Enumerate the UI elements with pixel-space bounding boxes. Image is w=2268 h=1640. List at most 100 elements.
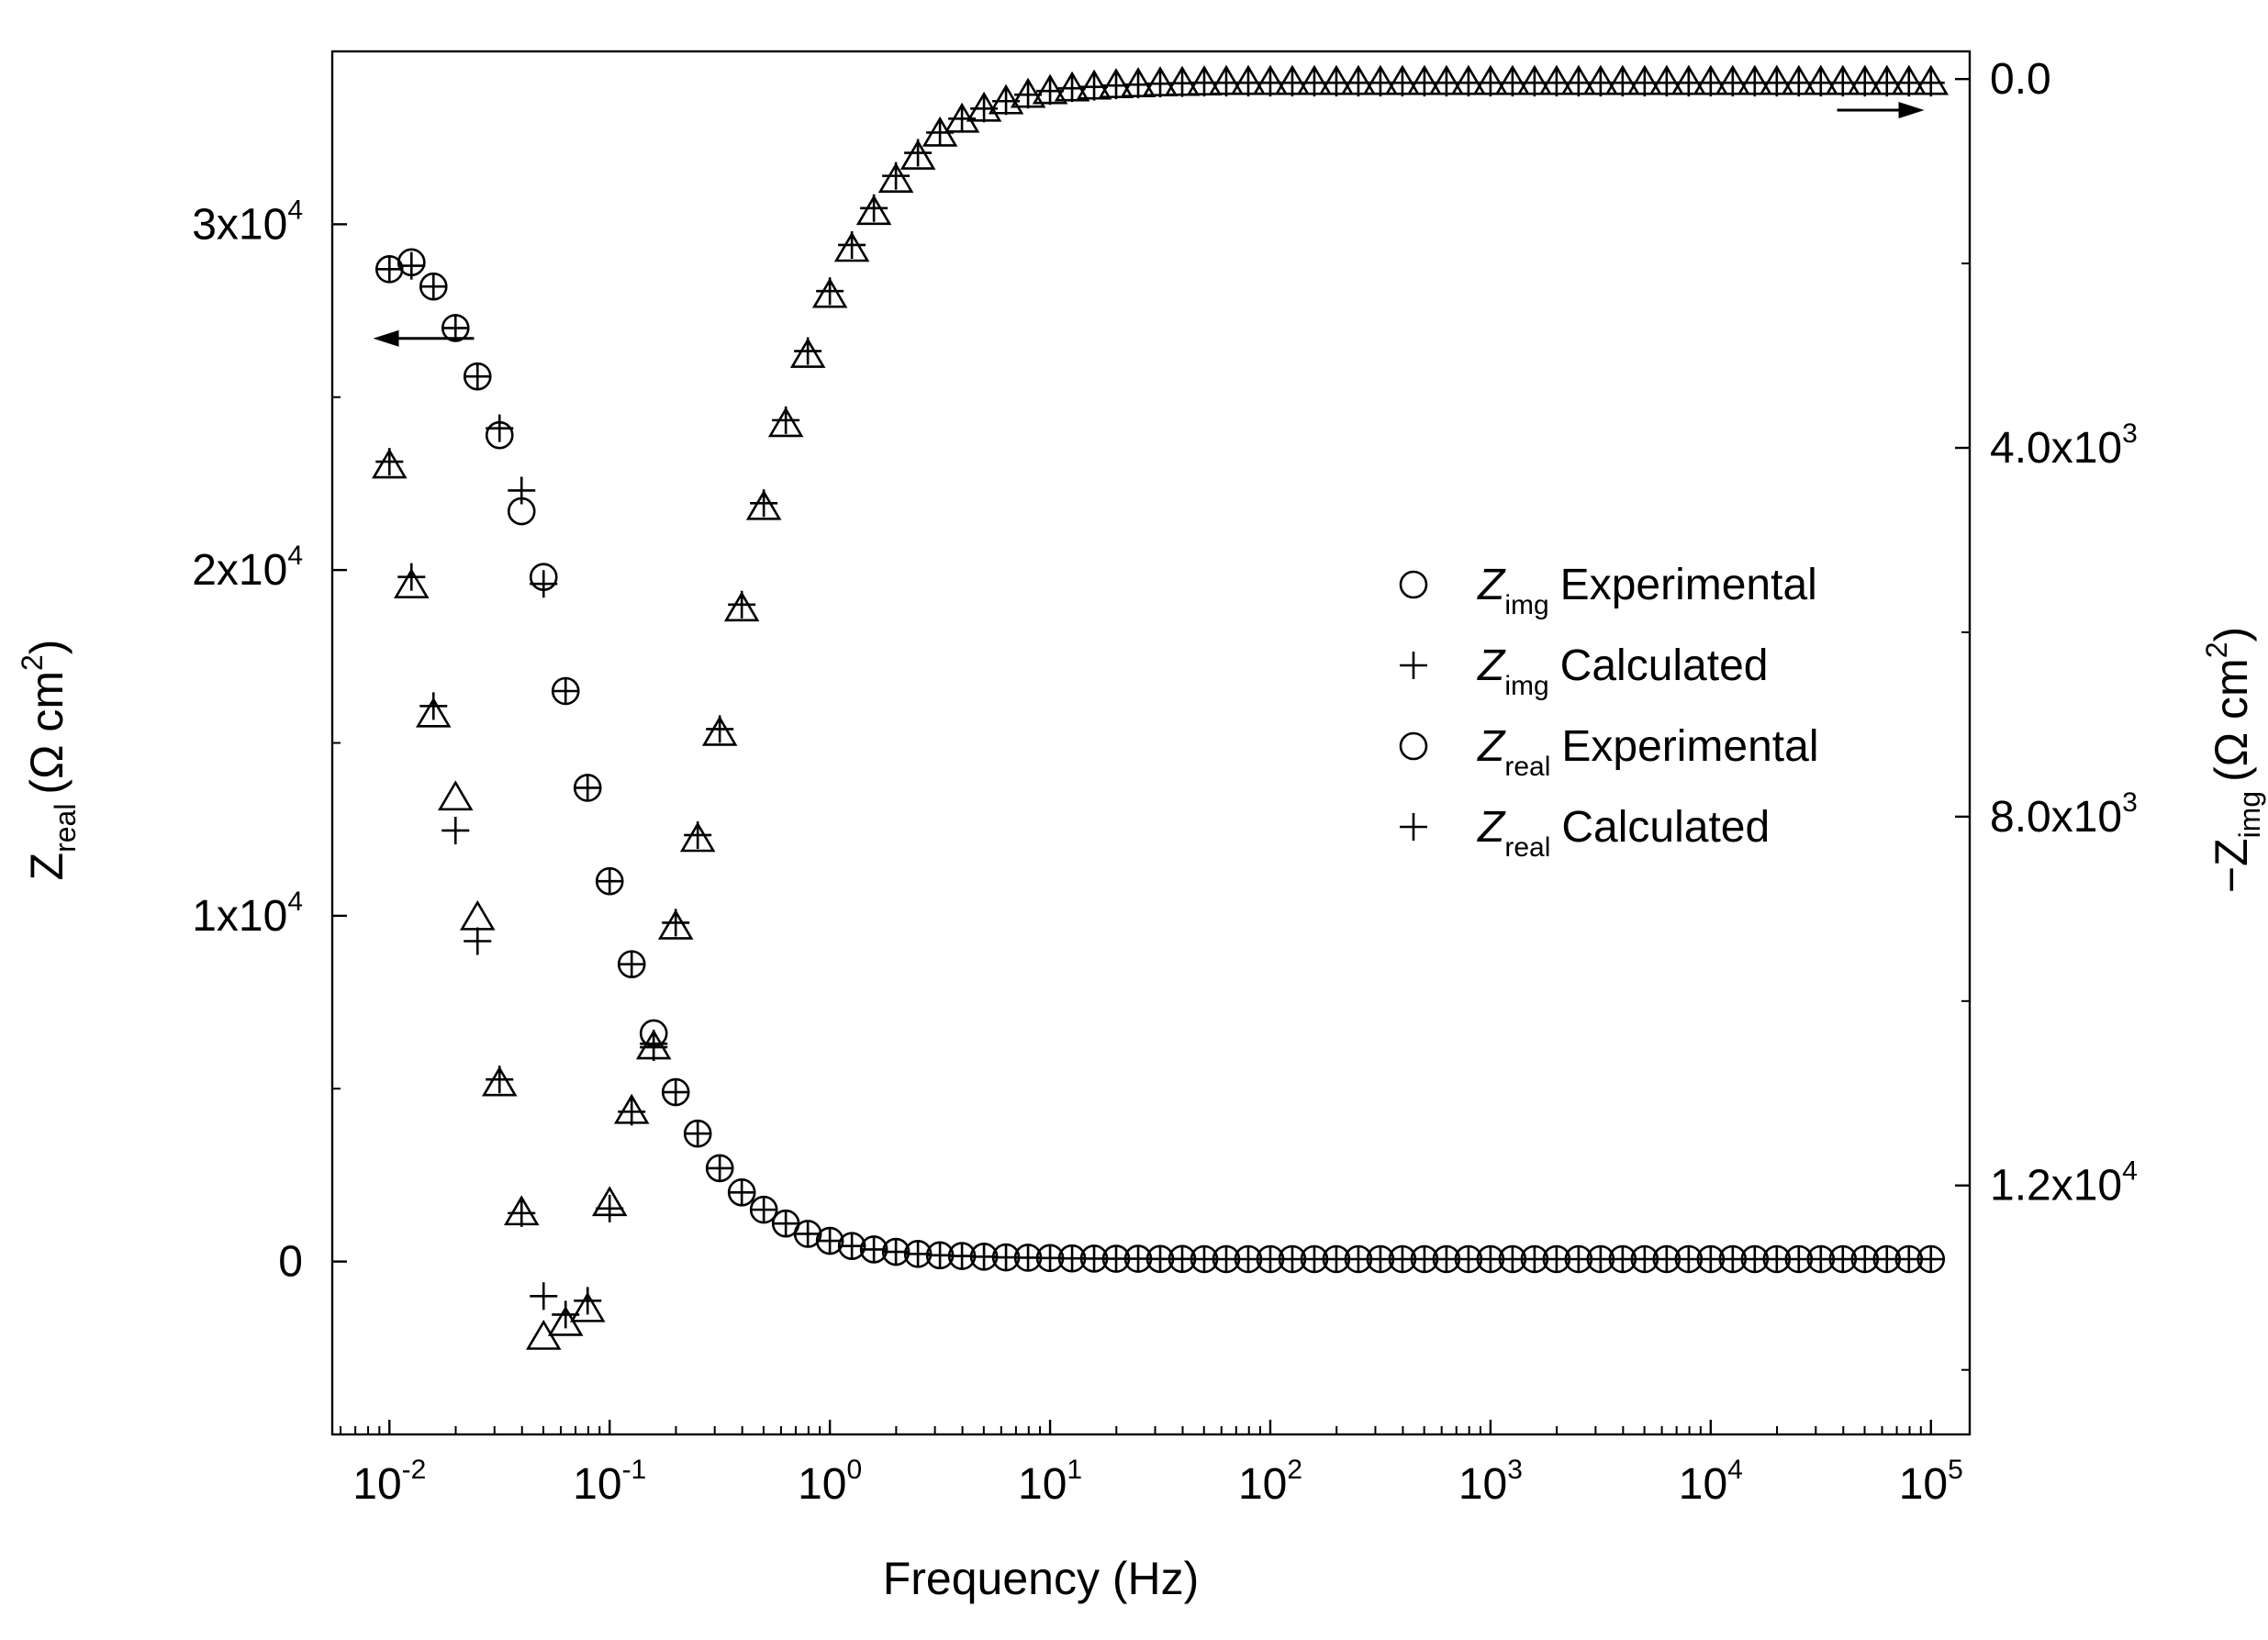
x-tick-label-4: 102 (1238, 1455, 1302, 1509)
y-left-tick-base-2: 2x10 (192, 546, 287, 595)
point-3-19 (794, 337, 822, 365)
legend-entry-2: Zreal Experimental (1399, 722, 1818, 782)
point-1-6 (508, 476, 536, 505)
point-2-0 (372, 448, 408, 479)
arrow-head-1 (1898, 102, 1925, 119)
legend-text-3: Calculated (1561, 803, 1770, 852)
x-tick-exp-3: 1 (1067, 1455, 1082, 1485)
point-3-1 (397, 563, 426, 591)
y-left-tick-label-2: 2x104 (192, 541, 303, 595)
point-3-9 (574, 1287, 602, 1315)
legend-label-2: Zreal Experimental (1477, 722, 1818, 782)
point-3-14 (684, 820, 712, 849)
point-3-16 (728, 590, 756, 619)
legend-sub-2: real (1504, 752, 1550, 782)
point-3-32 (1080, 73, 1109, 101)
legend-text-2: Experimental (1561, 722, 1818, 771)
y-right-tick-label-1: 4.0x103 (1990, 418, 2138, 473)
x-tick-exp-6: 4 (1727, 1455, 1743, 1485)
point-2-9 (569, 1291, 606, 1322)
point-3-29 (1014, 81, 1043, 109)
point-3-27 (970, 95, 999, 123)
x-tick-exp-7: 5 (1948, 1455, 1963, 1485)
x-tick-base-5: 10 (1458, 1460, 1507, 1509)
point-1-21 (838, 1232, 866, 1260)
y-right-tick-exp-3: 4 (2122, 1156, 2138, 1187)
legend-marker-2 (1399, 731, 1428, 761)
point-1-13 (662, 1078, 690, 1107)
legend-main-2: Z (1477, 722, 1506, 771)
x-tick-base-2: 10 (798, 1460, 846, 1509)
point-3-21 (838, 230, 866, 259)
x-tick-label-0: 10-2 (352, 1455, 426, 1509)
point-2-5 (481, 1065, 518, 1097)
y-left-tick-exp-1: 4 (287, 887, 303, 917)
point-1-24 (904, 1240, 933, 1268)
point-1-1 (397, 251, 426, 280)
point-3-26 (948, 105, 977, 133)
y-right-tick-label-0: 0.0 (1990, 55, 2051, 104)
point-1-10 (596, 867, 624, 896)
axes: 10-2 10-1 100 101 102 103 104 10501x1042x1043x1… (192, 50, 2138, 1509)
legend-entry-1: Zimg Calculated (1400, 641, 1768, 701)
point-2-1 (394, 568, 430, 599)
y-left-tick-base-1: 1x10 (192, 892, 287, 941)
x-tick-label-5: 103 (1458, 1455, 1523, 1509)
point-1-8 (552, 676, 580, 705)
y-left-tick-exp-2: 4 (287, 541, 303, 571)
x-tick-exp-0: -2 (402, 1455, 427, 1485)
point-1-2 (419, 273, 448, 301)
point-3-0 (375, 448, 404, 476)
x-tick-label-1: 10-1 (573, 1455, 646, 1509)
point-3-22 (860, 194, 888, 222)
point-2-15 (701, 715, 738, 746)
point-2-19 (789, 337, 826, 368)
point-2-16 (723, 591, 760, 622)
point-2-2 (416, 697, 452, 728)
point-3-12 (640, 1033, 668, 1062)
y-right-tick-label-3: 1.2x104 (1990, 1156, 2138, 1210)
legend-label-3: Zreal Calculated (1477, 803, 1770, 863)
point-2-13 (657, 909, 694, 940)
legend-sub-0: img (1504, 590, 1548, 620)
legend-entry-0: Zimg Experimental (1399, 561, 1817, 620)
point-1-23 (882, 1238, 911, 1266)
point-2-20 (811, 277, 848, 308)
y-right-tick-exp-2: 3 (2122, 787, 2138, 818)
point-1-15 (706, 1154, 734, 1182)
legend-marker-1 (1400, 652, 1427, 679)
y-left-tick-label-1: 1x104 (192, 887, 303, 941)
legend-main-3: Z (1477, 803, 1506, 852)
point-3-3 (441, 816, 470, 844)
arrow-head-0 (373, 329, 399, 347)
x-axis-title: Frequency (Hz) (883, 1553, 1200, 1604)
y-right-title-unit: (Ω cm (2206, 658, 2257, 782)
x-tick-label-3: 101 (1018, 1455, 1082, 1509)
point-1-0 (375, 255, 404, 284)
legend-marker-3 (1400, 813, 1427, 841)
point-1-18 (772, 1210, 800, 1238)
point-1-14 (684, 1120, 712, 1148)
point-3-28 (992, 87, 1021, 116)
y-right-title-sup: 2 (2200, 641, 2233, 658)
x-tick-exp-5: 3 (1507, 1455, 1523, 1485)
legend-label-1: Zimg Calculated (1477, 641, 1768, 701)
point-1-7 (530, 570, 558, 598)
point-2-18 (767, 407, 804, 438)
legend-main-0: Z (1477, 561, 1506, 609)
point-1-5 (486, 414, 514, 442)
y-right-title-sub: img (2233, 791, 2266, 839)
point-3-18 (772, 406, 800, 434)
x-tick-base-4: 10 (1238, 1460, 1287, 1509)
x-tick-label-7: 105 (1899, 1455, 1963, 1509)
y-right-tick-base-0: 0.0 (1990, 55, 2051, 104)
point-1-4 (464, 363, 492, 391)
point-3-5 (486, 1065, 514, 1094)
legend-text-0: Experimental (1560, 561, 1817, 609)
point-3-20 (816, 277, 844, 306)
point-1-22 (860, 1235, 888, 1264)
point-1-11 (618, 950, 646, 978)
x-tick-label-6: 104 (1679, 1455, 1743, 1509)
legend-sub-1: img (1504, 671, 1548, 701)
